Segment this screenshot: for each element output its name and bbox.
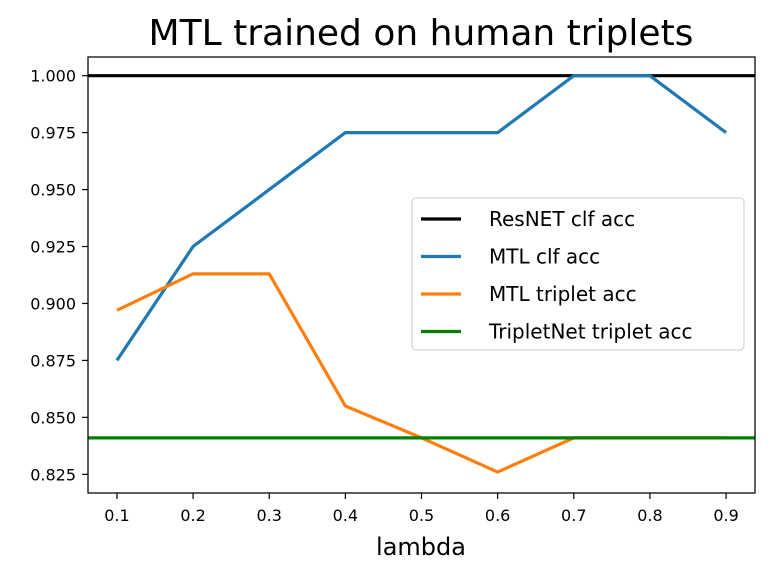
x-tick-label: 0.5 <box>409 506 434 525</box>
x-tick-label: 0.3 <box>256 506 281 525</box>
x-tick-label: 0.6 <box>485 506 510 525</box>
y-axis: 1.000 0.975 0.950 0.925 0.900 0.875 0.850 0.825 <box>30 67 88 484</box>
series-line-1 <box>115 74 728 362</box>
x-tick-label: 0.1 <box>104 506 129 525</box>
plot-lines <box>88 74 755 474</box>
legend-label: MTL clf acc <box>489 245 600 269</box>
y-tick-label: 0.925 <box>30 238 76 257</box>
legend-box <box>411 197 745 351</box>
y-tick-label: 0.900 <box>30 294 76 313</box>
y-tick-label: 0.850 <box>30 408 76 427</box>
x-tick-label: 0.2 <box>180 506 205 525</box>
x-tick-label: 0.4 <box>333 506 358 525</box>
x-tick-label: 0.8 <box>637 506 662 525</box>
x-axis: 0.1 0.2 0.3 0.4 0.5 0.6 0.7 0.8 0.9 <box>104 493 739 525</box>
chart-title: MTL trained on human triplets <box>149 13 694 54</box>
legend: ResNET clf acc MTL clf acc MTL triplet acc… <box>411 197 745 351</box>
y-tick-label: 0.950 <box>30 181 76 200</box>
y-tick-label: 1.000 <box>30 67 76 86</box>
y-tick-label: 0.975 <box>30 124 76 143</box>
y-tick-label: 0.825 <box>30 465 76 484</box>
y-tick-label: 0.875 <box>30 351 76 370</box>
legend-label: MTL triplet acc <box>489 282 637 306</box>
x-axis-label: lambda <box>376 533 466 561</box>
x-tick-label: 0.9 <box>713 506 738 525</box>
legend-label: ResNET clf acc <box>489 207 635 231</box>
x-tick-label: 0.7 <box>561 506 586 525</box>
legend-label: TripletNet triplet acc <box>488 320 693 344</box>
